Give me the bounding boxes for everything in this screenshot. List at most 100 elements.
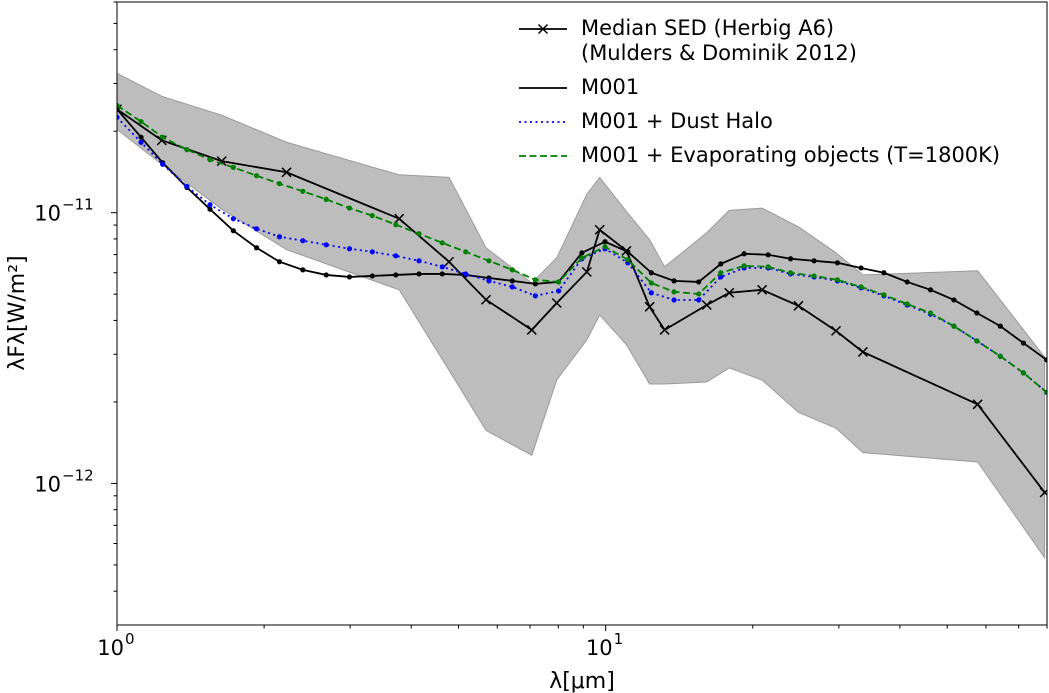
- y-tick-exponent: −11: [62, 196, 94, 214]
- point-marker: [439, 271, 445, 277]
- x-marker: [443, 256, 455, 267]
- point-marker: [579, 250, 585, 256]
- point-marker: [276, 234, 283, 240]
- point-marker: [951, 297, 957, 303]
- point-marker: [648, 280, 654, 286]
- point-marker: [463, 249, 469, 255]
- x-marker: [972, 399, 983, 410]
- point-marker: [323, 272, 329, 278]
- point-marker: [671, 278, 677, 284]
- point-marker: [439, 264, 445, 270]
- point-marker: [486, 278, 492, 284]
- point-marker: [117, 106, 120, 112]
- point-marker: [904, 301, 910, 307]
- plot-frame: [116, 1, 1048, 626]
- point-marker: [974, 310, 980, 316]
- point-marker: [696, 297, 702, 303]
- point-marker: [184, 183, 190, 190]
- point-marker: [555, 288, 562, 294]
- point-marker: [834, 260, 841, 266]
- point-marker: [230, 164, 236, 170]
- point-marker: [1020, 370, 1027, 376]
- legend-item: M001 + Evaporating objects (T=1800K): [515, 143, 1000, 168]
- legend-handle: [519, 23, 567, 35]
- point-marker: [300, 267, 306, 273]
- point-marker: [671, 289, 677, 295]
- series-line: [117, 108, 1046, 494]
- legend-handle: [519, 87, 567, 89]
- point-marker: [811, 258, 817, 264]
- plot-area: [117, 72, 1047, 560]
- y-tick-label: 10: [34, 202, 61, 226]
- y-axis-label: λFλ[W/m²]: [5, 255, 30, 370]
- x-marker: [480, 294, 492, 305]
- point-marker: [207, 157, 213, 163]
- x-marker: [701, 299, 712, 311]
- x-axis-label: λ[μm]: [549, 669, 615, 693]
- point-marker: [346, 246, 353, 252]
- point-marker: [160, 134, 166, 140]
- point-marker: [974, 338, 980, 344]
- point-marker: [532, 281, 538, 287]
- legend-item: Median SED (Herbig A6) (Mulders & Domini…: [515, 16, 1000, 66]
- point-marker: [439, 240, 445, 246]
- point-marker: [160, 161, 166, 167]
- x-tick-label: 10: [97, 636, 124, 660]
- point-marker: [811, 273, 817, 279]
- point-marker: [509, 284, 515, 290]
- point-marker: [184, 146, 190, 153]
- point-marker: [625, 257, 631, 263]
- series-line: [117, 104, 1047, 394]
- point-marker: [927, 287, 934, 293]
- legend-marker: [537, 23, 549, 35]
- point-marker: [648, 270, 654, 276]
- point-marker: [323, 196, 329, 202]
- x-marker: [594, 224, 605, 235]
- point-marker: [323, 242, 329, 248]
- point-marker: [393, 272, 399, 278]
- point-marker: [207, 206, 213, 212]
- point-marker: [696, 291, 702, 297]
- point-marker: [509, 278, 515, 284]
- point-marker: [369, 249, 375, 255]
- point-marker: [276, 181, 283, 187]
- point-marker: [253, 173, 260, 179]
- point-marker: [834, 277, 841, 283]
- point-marker: [787, 270, 794, 276]
- point-marker: [602, 239, 608, 245]
- point-marker: [138, 139, 144, 145]
- point-marker: [625, 249, 631, 255]
- legend-item: M001 + Dust Halo: [515, 109, 1000, 134]
- point-marker: [904, 279, 910, 285]
- point-marker: [881, 292, 887, 298]
- point-marker: [951, 323, 957, 329]
- x-tick-label: 10: [586, 636, 613, 660]
- point-marker: [138, 118, 144, 125]
- point-marker: [369, 213, 375, 219]
- point-marker: [718, 270, 724, 276]
- point-marker: [207, 202, 213, 208]
- point-marker: [463, 271, 469, 277]
- legend-handle: [519, 121, 567, 123]
- point-marker: [393, 253, 399, 259]
- point-marker: [602, 244, 608, 250]
- x-marker: [1039, 487, 1047, 498]
- point-marker: [230, 216, 236, 222]
- point-marker: [555, 279, 562, 285]
- x-marker: [757, 284, 768, 295]
- point-marker: [346, 205, 353, 211]
- point-marker: [300, 188, 306, 194]
- point-marker: [416, 271, 422, 277]
- point-marker: [1020, 340, 1027, 346]
- point-marker: [718, 261, 724, 267]
- point-marker: [881, 270, 887, 276]
- x-marker: [551, 297, 562, 309]
- x-marker: [216, 156, 227, 167]
- legend-label: M001 + Dust Halo: [581, 109, 773, 133]
- point-marker: [648, 290, 654, 296]
- point-marker: [253, 245, 260, 251]
- point-marker: [1044, 357, 1047, 363]
- point-marker: [997, 323, 1003, 329]
- x-marker: [281, 167, 292, 178]
